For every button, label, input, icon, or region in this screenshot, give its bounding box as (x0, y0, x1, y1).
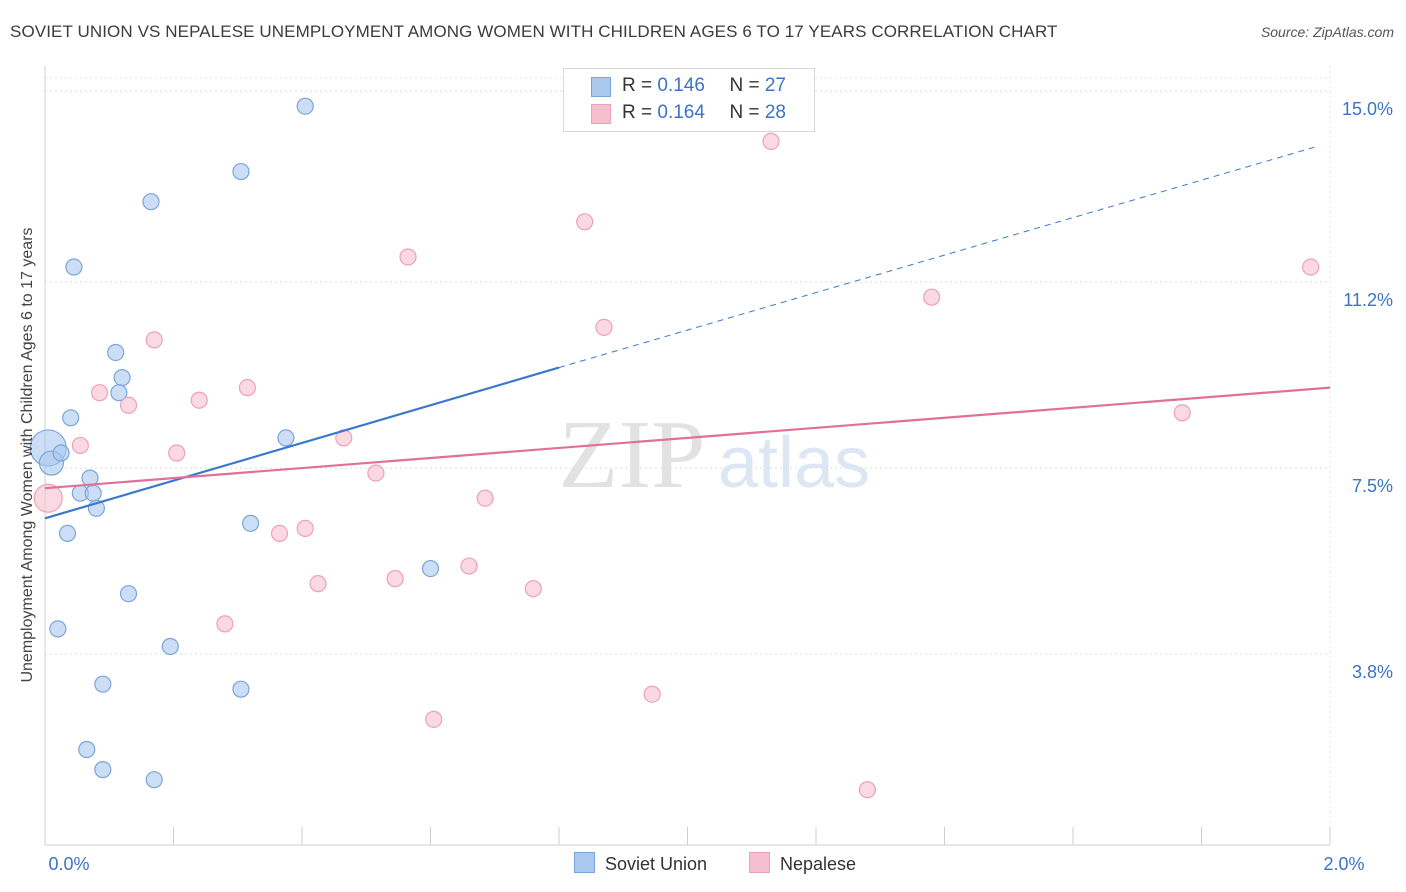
data-point-soviet (142, 193, 160, 211)
data-point-nepalese (576, 213, 594, 231)
data-point-soviet (107, 343, 125, 362)
data-point-soviet (94, 761, 112, 779)
data-point-soviet (62, 409, 80, 427)
data-point-nepalese (309, 575, 327, 593)
grid-lines (45, 66, 1331, 845)
trend-line-soviet (44, 366, 560, 520)
legend-r-label: R = (622, 75, 658, 96)
data-point-soviet (78, 740, 96, 759)
data-point-nepalese (145, 331, 163, 349)
series-nepalese-points (33, 132, 1320, 799)
data-point-soviet (84, 484, 102, 502)
watermark-atlas: atlas (718, 423, 870, 503)
y-tick-label: 15.0% (1342, 99, 1393, 119)
chart-title: SOVIET UNION VS NEPALESE UNEMPLOYMENT AM… (10, 22, 1058, 41)
trend-line-extension-soviet (558, 145, 1318, 369)
tick-labels: 0.0% 2.0% 3.8% 7.5% 11.2% 15.0% (48, 99, 1393, 874)
bottom-legend-swatch-nepalese (749, 852, 770, 873)
data-point-nepalese (460, 557, 478, 575)
data-point-soviet (242, 514, 260, 532)
y-axis-label: Unemployment Among Women with Children A… (19, 227, 36, 683)
data-point-soviet (161, 637, 179, 656)
data-point-nepalese (643, 685, 661, 703)
y-tick-label: 11.2% (1343, 290, 1393, 310)
legend-r-value-soviet: 0.146 (657, 75, 705, 96)
data-point-nepalese (119, 396, 138, 414)
data-point-soviet (58, 524, 77, 543)
data-point-soviet (119, 585, 138, 603)
data-point-nepalese (216, 615, 234, 633)
data-point-soviet (277, 429, 295, 447)
data-point-soviet (94, 675, 112, 693)
series-soviet-points (29, 97, 440, 789)
bottom-legend-label-soviet: Soviet Union (605, 854, 708, 874)
trend-line-nepalese (44, 386, 1331, 490)
correlation-legend: R = 0.146 N = 27 R = 0.164 N = 28 (563, 68, 815, 132)
bottom-legend-label-nepalese: Nepalese (780, 854, 857, 874)
x-tick-label: 0.0% (48, 854, 89, 874)
data-point-nepalese (595, 318, 613, 336)
data-point-nepalese (1173, 404, 1191, 422)
bottom-legend-nepalese[interactable]: Nepalese (749, 852, 856, 875)
data-point-nepalese (367, 464, 385, 482)
data-point-soviet (296, 97, 314, 115)
data-point-nepalese (71, 436, 89, 455)
data-point-nepalese (238, 379, 256, 397)
data-point-nepalese (168, 444, 186, 462)
data-point-soviet (421, 559, 440, 578)
watermark-zip: ZIP (559, 401, 706, 509)
bottom-legend-swatch-soviet (574, 852, 595, 873)
data-point-nepalese (858, 781, 877, 799)
y-tick-label: 7.5% (1352, 476, 1393, 496)
data-point-soviet (232, 680, 250, 698)
data-point-nepalese (190, 391, 208, 409)
data-point-soviet (145, 771, 163, 789)
data-point-nepalese (425, 710, 443, 728)
series-layer (29, 97, 1331, 799)
data-point-soviet (52, 444, 70, 462)
data-point-soviet (49, 620, 67, 638)
data-point-nepalese (296, 519, 314, 537)
data-point-nepalese (762, 132, 780, 150)
bottom-legend-soviet[interactable]: Soviet Union (574, 852, 707, 875)
x-tick-label: 2.0% (1323, 854, 1364, 874)
legend-n-label: N = (729, 75, 765, 96)
data-point-soviet (232, 162, 250, 181)
data-point-nepalese (270, 524, 289, 543)
watermark: ZIP atlas (559, 401, 871, 509)
legend-n-label: N = (729, 102, 765, 123)
source-label: Source: ZipAtlas.com (1260, 24, 1394, 40)
data-point-nepalese (33, 483, 63, 513)
data-point-soviet (65, 258, 83, 276)
legend-r-label: R = (622, 102, 658, 123)
data-point-soviet (110, 384, 128, 402)
legend-swatch-soviet (591, 77, 611, 97)
data-point-soviet (113, 369, 131, 387)
legend-swatch-nepalese (591, 104, 611, 124)
data-point-nepalese (91, 384, 109, 402)
data-point-nepalese (923, 288, 941, 306)
data-point-nepalese (476, 489, 494, 507)
data-point-nepalese (399, 248, 417, 266)
data-point-nepalese (524, 580, 542, 598)
legend-n-value-soviet: 27 (764, 75, 786, 96)
legend-r-value-nepalese: 0.164 (657, 102, 705, 123)
y-tick-label: 3.8% (1352, 662, 1393, 682)
data-point-nepalese (386, 570, 404, 588)
legend-n-value-nepalese: 28 (764, 102, 786, 123)
data-point-nepalese (1302, 258, 1320, 276)
